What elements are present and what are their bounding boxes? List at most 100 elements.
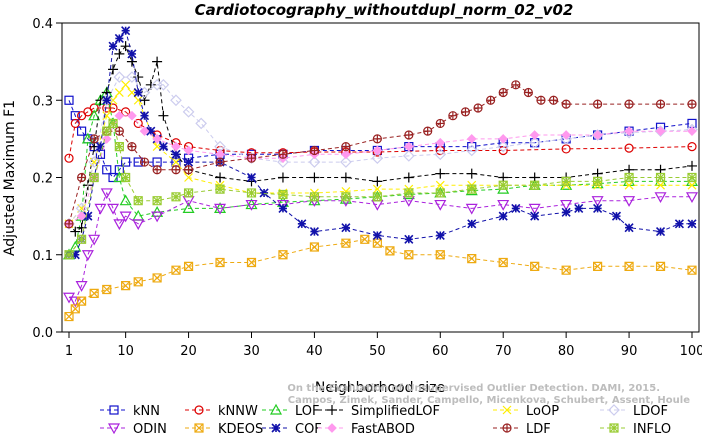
data-point <box>120 41 131 52</box>
data-point <box>139 111 150 121</box>
data-point <box>561 99 571 109</box>
data-point <box>465 144 478 157</box>
data-point <box>64 219 74 229</box>
y-axis: 0.0 0.1 0.2 0.3 0.4 <box>32 17 62 341</box>
data-point <box>624 261 634 271</box>
data-point <box>536 95 546 105</box>
data-point <box>126 71 138 83</box>
data-point <box>76 211 87 221</box>
data-point <box>528 203 541 215</box>
legend-item-LDF: LDF <box>493 422 551 434</box>
data-point <box>341 142 351 152</box>
data-point <box>372 145 383 156</box>
data-point <box>623 196 636 207</box>
series-line-KDEOS <box>68 238 693 317</box>
data-point <box>278 250 288 260</box>
legend-swatch-marker <box>271 423 281 433</box>
data-point <box>114 48 125 59</box>
data-point <box>245 199 258 211</box>
data-point <box>561 265 571 275</box>
data-point <box>246 257 257 268</box>
data-point <box>113 71 126 83</box>
data-point <box>64 153 74 163</box>
data-point <box>64 95 74 105</box>
data-point <box>486 95 496 105</box>
data-point <box>530 180 540 190</box>
data-point <box>466 134 477 144</box>
data-point <box>360 234 370 244</box>
data-point <box>687 265 697 275</box>
data-point <box>94 203 107 215</box>
y-tick-label: 0.4 <box>32 17 53 32</box>
legend-label: kNNW <box>218 404 258 419</box>
data-point <box>497 199 510 211</box>
data-point <box>498 87 508 98</box>
data-point <box>530 261 540 271</box>
data-point <box>75 281 88 292</box>
data-point <box>88 109 101 121</box>
data-point <box>592 130 603 140</box>
data-point <box>624 223 634 233</box>
x-tick-label: 60 <box>432 344 449 359</box>
data-point <box>171 157 181 167</box>
data-point <box>133 118 143 129</box>
data-point <box>152 196 162 206</box>
data-point <box>246 153 257 163</box>
data-point <box>278 203 288 213</box>
legend-label: LoOP <box>526 404 559 419</box>
data-point <box>498 257 508 268</box>
data-point <box>138 86 151 99</box>
data-point <box>76 172 87 183</box>
data-point <box>372 184 382 194</box>
legend-swatch-marker <box>608 404 620 416</box>
data-point <box>100 188 113 200</box>
data-point <box>624 143 634 153</box>
data-point <box>133 277 143 287</box>
data-point <box>133 72 144 83</box>
legend-label: KDEOS <box>218 422 263 434</box>
data-point <box>309 242 320 252</box>
data-point <box>308 156 321 168</box>
data-point <box>158 142 168 152</box>
legend-label: kNN <box>133 404 160 419</box>
data-point <box>340 156 352 168</box>
y-tick-label: 0.3 <box>32 94 53 109</box>
data-point <box>121 80 131 90</box>
data-point <box>102 95 112 105</box>
data-point <box>170 94 182 107</box>
data-point <box>655 227 666 237</box>
data-point <box>372 176 383 187</box>
data-point <box>341 223 351 233</box>
data-point <box>591 129 604 141</box>
data-point <box>593 176 603 186</box>
data-point <box>171 149 181 159</box>
legend-label: LOF <box>295 404 320 419</box>
legend-swatch-marker <box>194 405 204 415</box>
legend-swatch-marker <box>502 423 512 433</box>
data-point <box>132 219 145 231</box>
data-point <box>83 211 93 221</box>
series-line-ODIN <box>68 191 692 302</box>
data-point <box>139 126 150 136</box>
data-point <box>214 203 227 215</box>
data-point <box>654 125 667 137</box>
x-axis: 1 10 20 30 40 50 60 70 80 90 100 <box>65 332 702 359</box>
data-point <box>76 234 87 244</box>
data-point <box>259 188 269 198</box>
legend-swatch-marker <box>109 405 119 415</box>
data-point <box>62 292 76 304</box>
data-point <box>687 99 697 109</box>
x-tick-label: 20 <box>180 344 197 359</box>
x-tick-label: 30 <box>243 344 260 359</box>
data-point <box>152 273 162 283</box>
data-point <box>435 118 445 129</box>
data-point <box>309 192 320 202</box>
data-point <box>133 95 143 105</box>
data-point <box>435 137 446 148</box>
data-point <box>102 126 112 136</box>
data-point <box>277 156 289 168</box>
data-point <box>277 172 288 183</box>
data-point <box>108 64 119 75</box>
data-point <box>151 211 164 223</box>
series-INFLO <box>64 118 697 260</box>
